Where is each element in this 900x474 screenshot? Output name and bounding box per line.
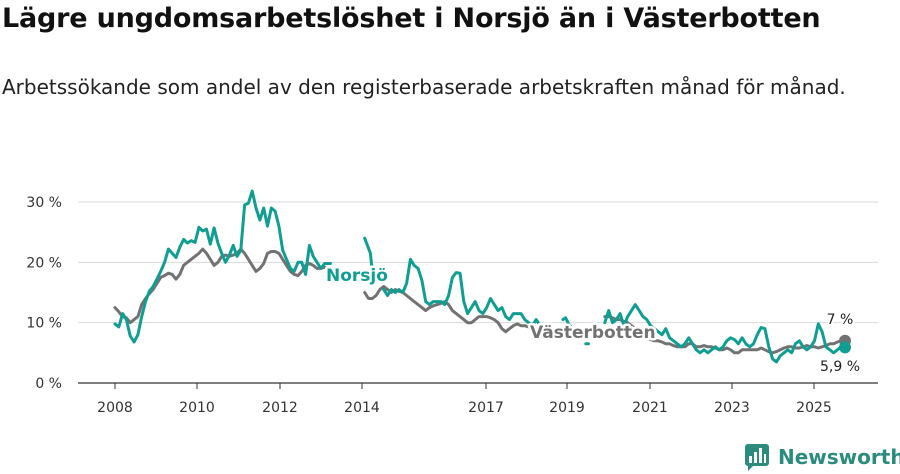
chart-title: Lägre ungdomsarbetslöshet i Norsjö än i … bbox=[2, 3, 821, 34]
brand-logo: Newsworthy bbox=[744, 442, 900, 472]
series-labels: Norsjö Västerbotten 7 % 5,9 % bbox=[324, 264, 863, 378]
series-line-vasterbotten bbox=[113, 247, 847, 355]
series-label-vasterbotten: Västerbotten bbox=[530, 323, 656, 343]
series-label-norsjo: Norsjö bbox=[326, 266, 388, 286]
y-tick-label: 10 % bbox=[26, 316, 62, 332]
x-tick-label: 2008 bbox=[97, 400, 133, 416]
y-axis-labels: 0 % 10 % 20 % 30 % bbox=[26, 195, 62, 392]
series-line-norsjo bbox=[113, 189, 847, 364]
x-tick-label: 2019 bbox=[549, 400, 585, 416]
x-tick-label: 2012 bbox=[262, 400, 298, 416]
x-axis: 2008 2010 2012 2014 2017 2019 2021 2023 2025 bbox=[78, 382, 878, 416]
chart-subtitle: Arbetssökande som andel av den registerb… bbox=[2, 75, 846, 99]
x-tick-label: 2014 bbox=[344, 400, 380, 416]
x-tick-label: 2023 bbox=[714, 400, 750, 416]
brand-name: Newsworthy bbox=[778, 445, 900, 469]
end-label-norsjo: 5,9 % bbox=[820, 359, 860, 375]
x-tick-label: 2025 bbox=[796, 400, 832, 416]
y-tick-label: 20 % bbox=[26, 255, 62, 271]
x-tick-label: 2021 bbox=[632, 400, 668, 416]
y-tick-label: 30 % bbox=[26, 195, 62, 211]
end-point-norsjo bbox=[839, 341, 851, 354]
x-tick-label: 2010 bbox=[179, 400, 215, 416]
end-label-vasterbotten: 7 % bbox=[827, 312, 854, 328]
y-tick-label: 0 % bbox=[35, 376, 62, 392]
newsworthy-logo-icon bbox=[745, 444, 769, 471]
x-tick-label: 2017 bbox=[468, 400, 504, 416]
series-lines bbox=[113, 189, 851, 364]
